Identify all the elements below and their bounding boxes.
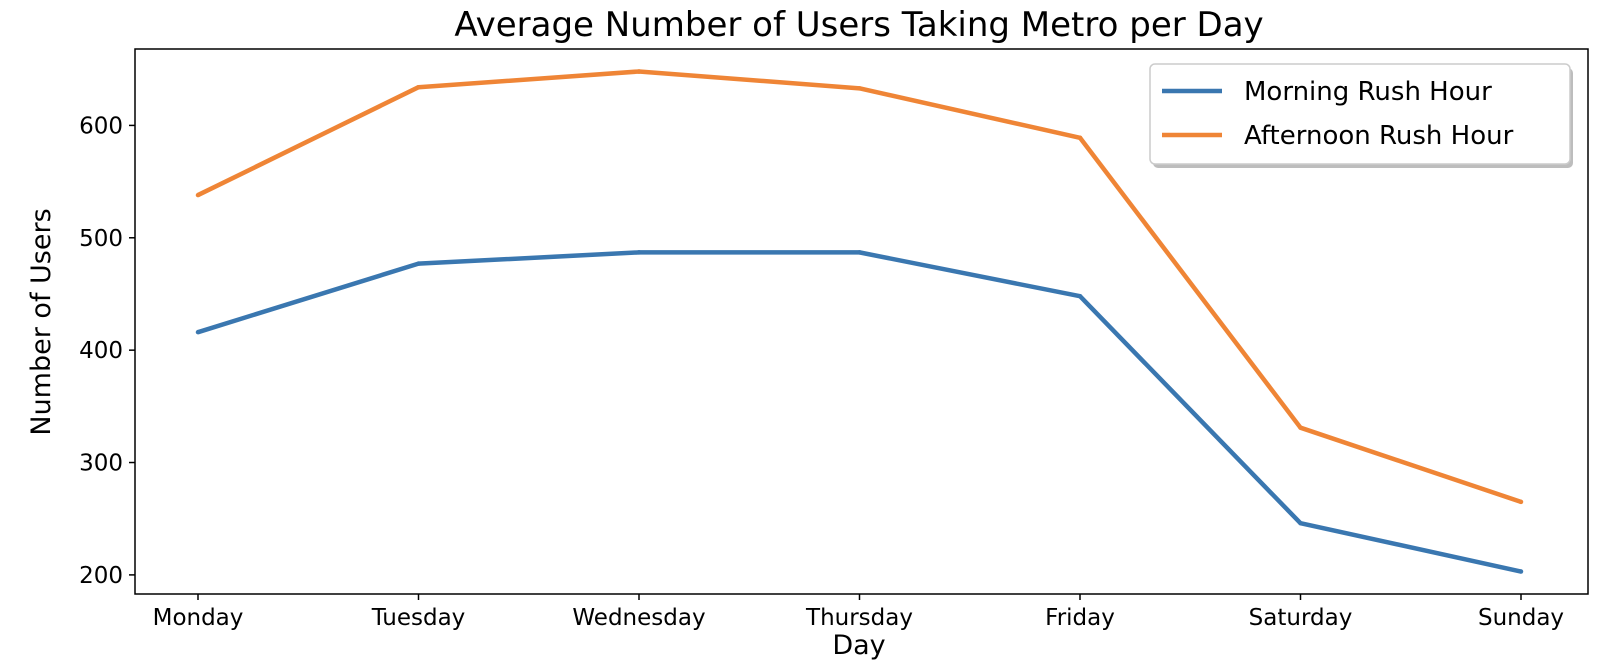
x-tick-label: Sunday [1478,605,1564,631]
chart-title: Average Number of Users Taking Metro per… [454,5,1263,45]
data-point [1298,520,1303,526]
data-point [416,261,421,266]
data-point [857,250,862,255]
data-point [1077,135,1083,141]
y-tick-label: 300 [79,451,123,477]
x-tick-label: Wednesday [572,605,705,631]
y-tick-label: 600 [79,113,123,139]
plot-frame [134,48,1589,595]
plot-area: Monday Tuesday Wednesday Thursday Friday Satu… [79,69,1564,631]
x-tick-label: Saturday [1249,605,1353,631]
data-point [636,250,642,255]
series-line-morning [197,250,1522,574]
x-tick-label: Tuesday [371,605,466,631]
data-point [1518,499,1524,505]
legend: Morning Rush Hour Afternoon Rush Hour [1149,63,1573,168]
data-point [1077,293,1083,299]
x-tick-label: Monday [153,605,244,631]
data-point [195,329,201,335]
data-point [416,84,421,90]
x-axis-label: Day [832,630,885,661]
legend-box [1149,63,1571,165]
y-tick-label: 400 [79,338,123,364]
y-tick-label: 200 [79,563,123,589]
legend-label: Morning Rush Hour [1244,77,1492,107]
x-tick-label: Friday [1045,605,1115,631]
data-point [195,192,201,198]
data-point [1298,425,1303,430]
data-point [1518,569,1524,574]
y-axis-label: Number of Users [26,208,57,435]
data-point [636,69,642,74]
y-tick-label: 500 [79,226,123,252]
data-point [857,86,862,91]
x-tick-label: Thursday [805,605,913,631]
legend-label: Afternoon Rush Hour [1244,121,1514,151]
